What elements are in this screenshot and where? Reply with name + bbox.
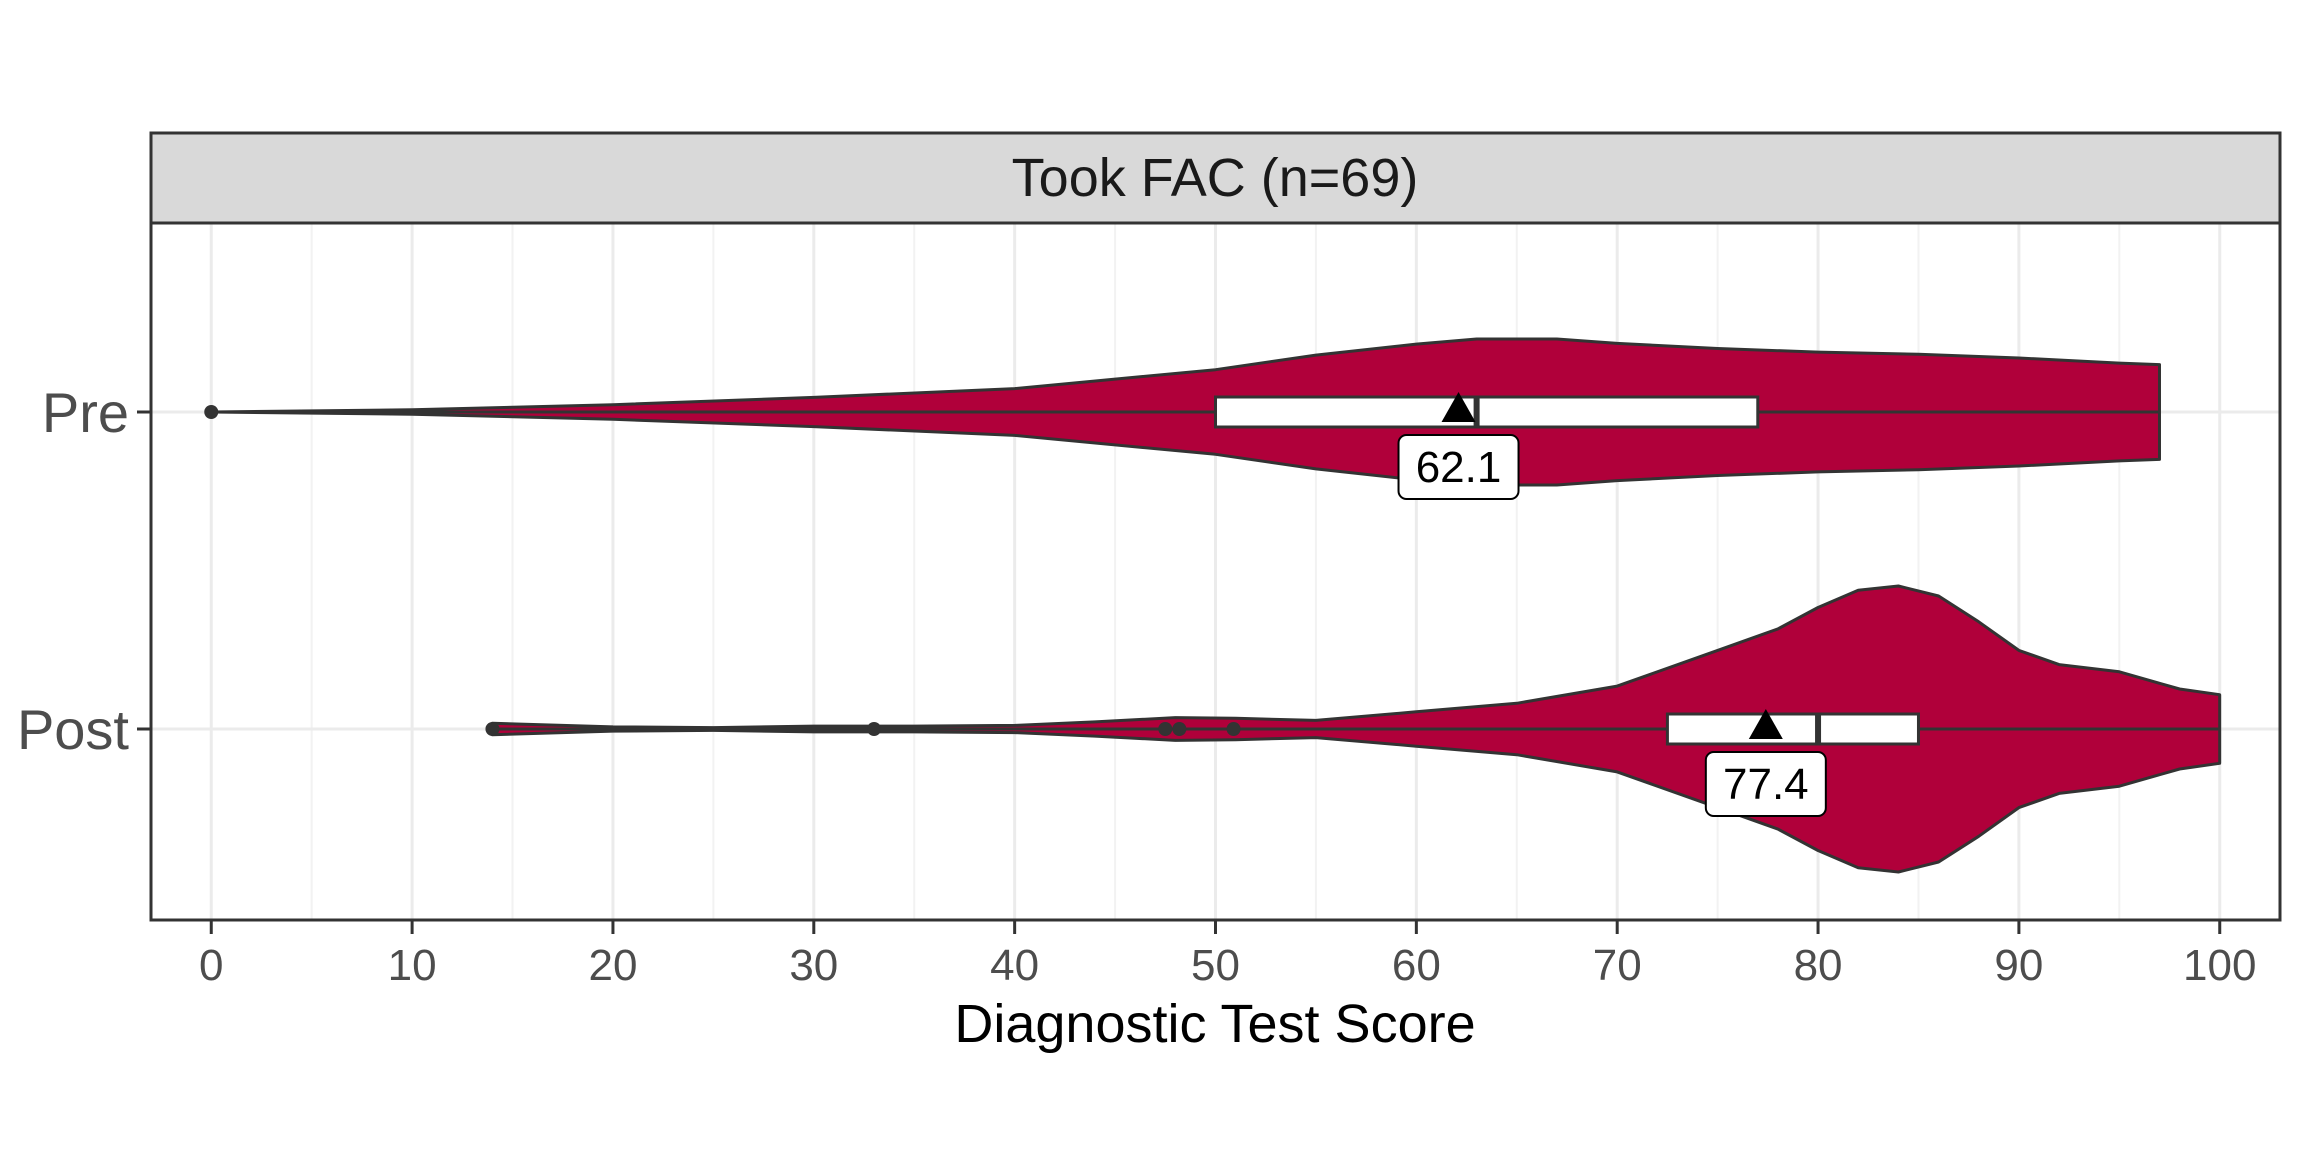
x-tick-label: 30 — [789, 941, 838, 990]
x-tick-label: 60 — [1392, 941, 1441, 990]
x-axis-title: Diagnostic Test Score — [954, 994, 1475, 1054]
x-tick-label: 0 — [199, 941, 223, 990]
x-tick-label: 20 — [588, 941, 637, 990]
y-tick-label: Pre — [42, 381, 129, 444]
x-tick-label: 80 — [1794, 941, 1843, 990]
mean-label-box — [1704, 751, 1827, 817]
outlier-point — [1226, 722, 1241, 736]
mean-label: 62.1 — [1416, 443, 1502, 492]
x-tick-label: 50 — [1191, 941, 1240, 990]
y-tick-label: Post — [17, 698, 129, 761]
mean-marker — [1748, 709, 1783, 739]
facet-title: Took FAC (n=69) — [1012, 148, 1419, 208]
x-tick-label: 70 — [1593, 941, 1642, 990]
violins: 62.1 77.4 — [204, 337, 2222, 874]
axes: 0 10 20 30 40 50 60 70 80 90 100 Pre Post — [17, 381, 2257, 990]
mean-label: 77.4 — [1723, 760, 1809, 809]
outlier-point — [1158, 722, 1173, 736]
iqr-box — [1665, 712, 1920, 746]
mean-marker — [1441, 392, 1476, 422]
iqr-box — [1214, 395, 1760, 429]
x-tick-label: 10 — [388, 941, 437, 990]
x-tick-label: 90 — [1994, 941, 2043, 990]
outlier-point — [485, 722, 500, 736]
facet-strip — [149, 131, 2282, 225]
x-tick-label: 100 — [2183, 941, 2256, 990]
outlier-point — [204, 405, 219, 419]
outlier-point — [1172, 722, 1187, 736]
outlier-point — [867, 722, 882, 736]
mean-label-box — [1397, 434, 1520, 500]
x-tick-label: 40 — [990, 941, 1039, 990]
